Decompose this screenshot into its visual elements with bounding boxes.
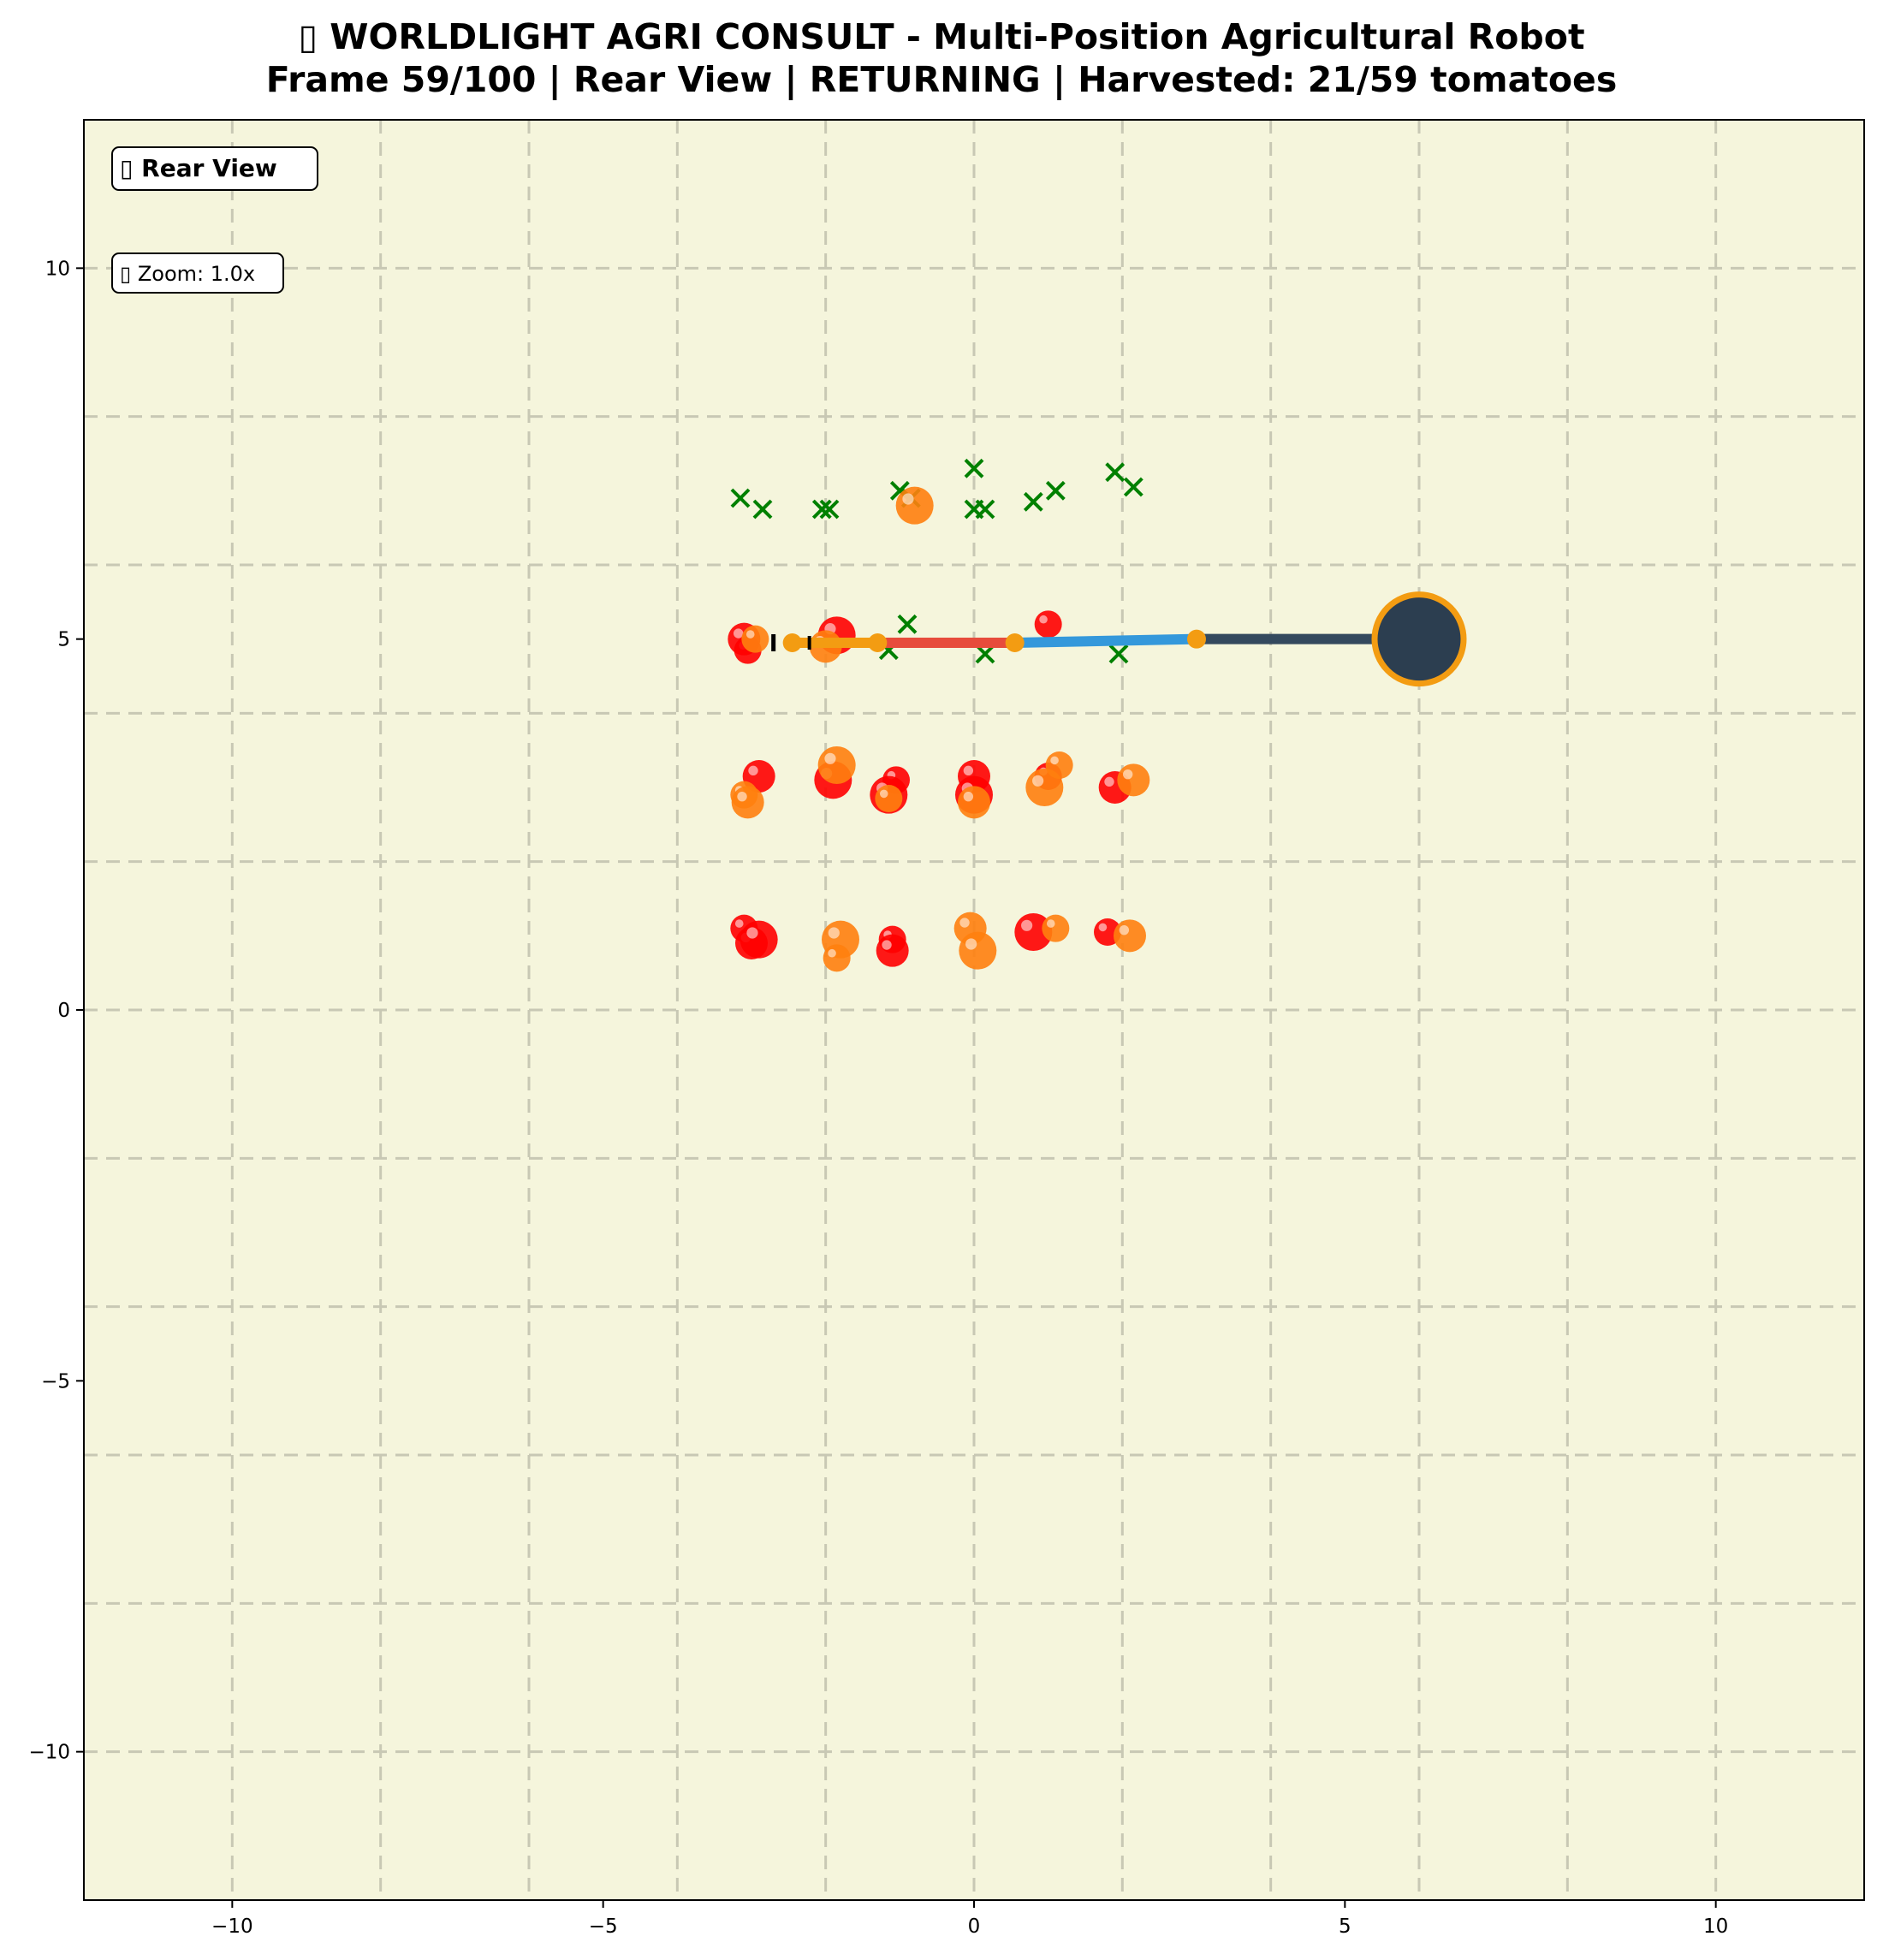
- tomato-semi-ripe: [959, 931, 997, 970]
- y-tick-label: −10: [28, 1742, 70, 1764]
- tomato-semi-ripe: [731, 786, 764, 819]
- x-tick-label: −10: [211, 1915, 253, 1938]
- marks: [728, 458, 1467, 972]
- x-tick-label: 5: [1339, 1915, 1351, 1938]
- tomato-semi-ripe: [823, 944, 851, 972]
- tomato-semi-ripe: [817, 746, 856, 784]
- zoom-badge: ▯ Zoom: 1.0x: [111, 252, 284, 294]
- y-tick-label: 0: [57, 1000, 70, 1022]
- arm-joint: [868, 633, 888, 652]
- tomato-semi-ripe: [1114, 919, 1146, 953]
- y-tick-label: 10: [45, 258, 70, 280]
- tomato-semi-ripe: [958, 786, 990, 819]
- harvested-marker: [964, 458, 984, 478]
- y-tick-label: −5: [41, 1370, 70, 1393]
- harvested-marker: [1108, 644, 1129, 664]
- harvested-marker: [975, 644, 995, 664]
- chart-title-line2: Frame 59/100 | Rear View | RETURNING | H…: [265, 59, 1618, 100]
- tomato-semi-ripe: [741, 625, 769, 653]
- arm-joint: [1005, 633, 1025, 652]
- tomato-ripe: [1034, 610, 1062, 638]
- arm-segment-3: [1009, 633, 1202, 648]
- harvested-marker: [811, 499, 832, 520]
- harvested-marker: [897, 614, 918, 634]
- view-badge-label: ▯ Rear View: [120, 154, 277, 182]
- arm-joint: [1187, 629, 1206, 649]
- tomato-semi-ripe: [1042, 914, 1070, 942]
- harvested-marker: [1105, 462, 1126, 483]
- harvested-marker: [730, 488, 751, 508]
- tomato-semi-ripe: [875, 785, 903, 812]
- chart-title: ▯ WORLDLIGHT AGRI CONSULT - Multi-Positi…: [0, 15, 1883, 101]
- tomato-semi-ripe: [1045, 751, 1073, 779]
- tomato-semi-ripe: [1025, 769, 1064, 806]
- tomato-ripe: [1014, 913, 1053, 951]
- tomato-ripe: [740, 920, 778, 959]
- tomato-ripe: [876, 934, 909, 967]
- y-tick-label: 5: [57, 629, 70, 651]
- harvested-marker: [1123, 477, 1143, 497]
- arm-joint: [782, 633, 802, 652]
- axis-ticks: −10 −5 0 5 10 −10 −5 0 5 10: [28, 258, 1728, 1938]
- tomato-semi-ripe: [895, 486, 934, 525]
- harvested-marker: [1045, 480, 1066, 501]
- harvested-marker: [819, 499, 840, 520]
- harvested-marker: [752, 499, 773, 520]
- robot-base: [1371, 591, 1467, 687]
- harvested-marker: [1023, 491, 1043, 512]
- x-tick-label: 10: [1703, 1915, 1728, 1938]
- chart-title-line1: ▯ WORLDLIGHT AGRI CONSULT - Multi-Positi…: [298, 16, 1585, 57]
- grid: [84, 120, 1864, 1900]
- view-badge: ▯ Rear View: [111, 146, 318, 191]
- x-tick-label: 0: [968, 1915, 981, 1938]
- zoom-badge-label: ▯ Zoom: 1.0x: [120, 262, 255, 286]
- tomato-semi-ripe: [1117, 763, 1150, 797]
- harvested-marker: [975, 499, 995, 520]
- x-tick-label: −5: [589, 1915, 618, 1938]
